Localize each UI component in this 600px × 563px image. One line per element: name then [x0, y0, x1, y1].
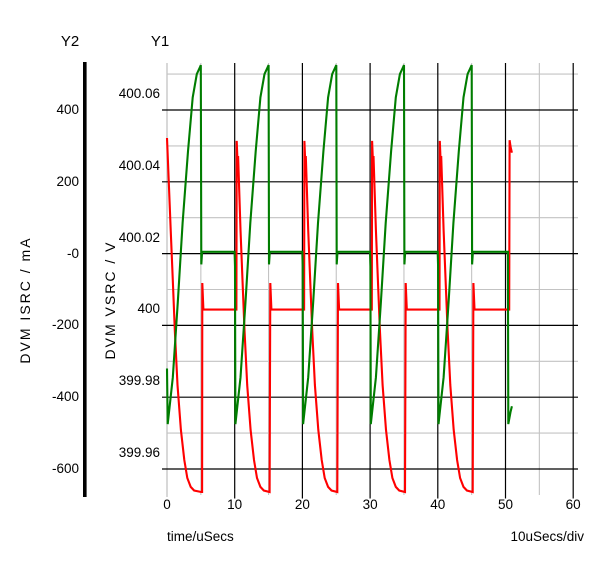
vsrc-trace[interactable]	[165, 64, 513, 425]
isrc-trace-group	[165, 137, 513, 494]
vsrc-trace-group	[165, 64, 513, 425]
isrc-trace[interactable]	[165, 137, 513, 494]
y2-axis-line	[83, 62, 87, 497]
